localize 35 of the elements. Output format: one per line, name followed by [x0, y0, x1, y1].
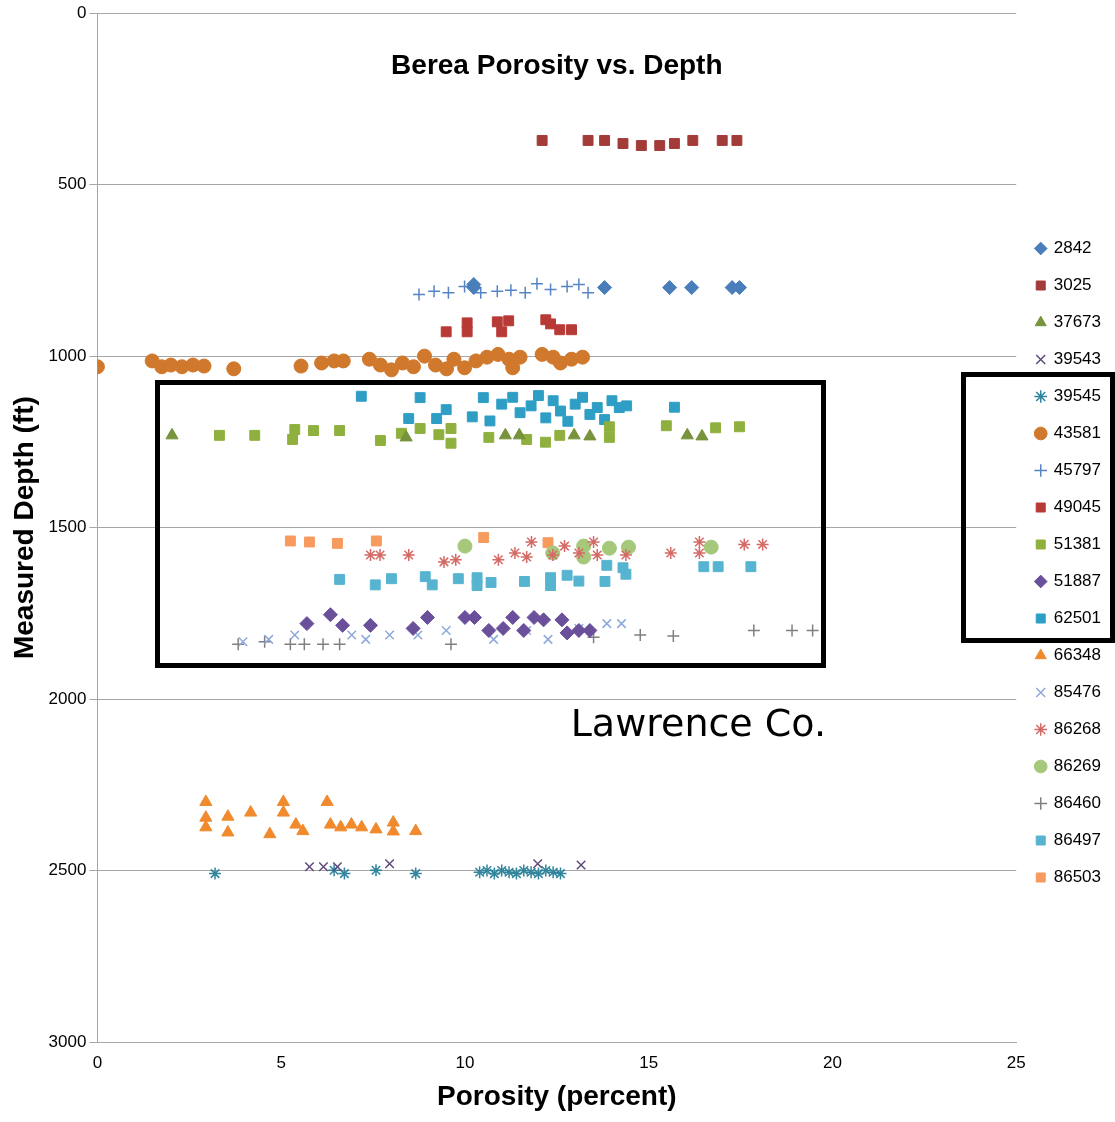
y-tick-label: 3000: [48, 1031, 87, 1051]
x-tick-label: 25: [1006, 1052, 1026, 1072]
legend-label: 51887: [1053, 571, 1102, 591]
legend-label: 86497: [1053, 830, 1102, 850]
legend-label: 86268: [1053, 719, 1102, 739]
legend-label: 37673: [1053, 312, 1102, 332]
legend-label: 86503: [1053, 867, 1102, 887]
annotation: Lawrence Co.: [570, 701, 827, 746]
x-tick-label: 15: [639, 1052, 659, 1072]
y-tick-label: 2500: [48, 860, 87, 880]
y-tick-label: 1000: [48, 345, 87, 365]
text: Berea Porosity vs. Depth: [391, 49, 723, 81]
legend-label: 86460: [1053, 793, 1102, 813]
x-tick-label: 10: [455, 1052, 475, 1072]
x-tick-label: 0: [92, 1052, 103, 1072]
x-tick-label: 20: [823, 1052, 842, 1072]
legend-label: 66348: [1053, 645, 1102, 665]
legend-label: 39543: [1053, 349, 1102, 369]
legend-label: 3025: [1053, 275, 1092, 295]
y-tick-label: 2000: [48, 688, 87, 708]
legend-label: 45797: [1053, 460, 1102, 480]
x-axis-title: Porosity (percent): [437, 1079, 677, 1111]
legend-label: 2842: [1053, 238, 1092, 258]
legend-label: 62501: [1053, 608, 1102, 628]
legend-label: 86269: [1053, 756, 1102, 776]
legend-label: 43581: [1053, 423, 1102, 443]
x-tick-label: 5: [276, 1052, 286, 1072]
y-tick-label: 0: [76, 2, 87, 22]
legend-label: 39545: [1053, 386, 1102, 406]
legend-label: 49045: [1053, 497, 1102, 517]
legend-label: 51381: [1053, 534, 1102, 554]
y-tick-label: 500: [58, 174, 87, 194]
y-tick-label: 1500: [48, 517, 87, 537]
y-axis-title: Measured Depth (ft): [7, 396, 39, 660]
legend-label: 85476: [1053, 682, 1102, 702]
